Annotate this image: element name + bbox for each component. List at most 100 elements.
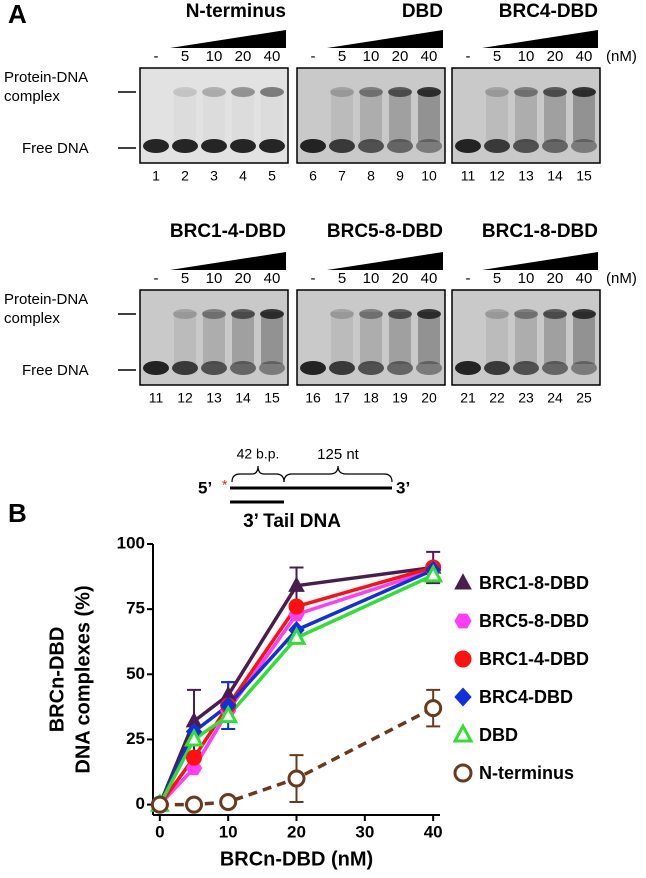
complex-band xyxy=(173,87,197,97)
wedge xyxy=(170,252,286,270)
concentration: - xyxy=(311,48,316,65)
concentration: 20 xyxy=(547,270,564,287)
x-tick-label: 30 xyxy=(355,822,374,841)
free-band xyxy=(387,361,413,375)
free-band xyxy=(201,139,227,153)
gel-title: N-terminus xyxy=(186,1,286,22)
complex-band xyxy=(330,87,354,97)
free-band xyxy=(172,361,198,375)
y-tick-label: 50 xyxy=(126,664,145,683)
concentration: - xyxy=(154,48,159,65)
y-tick-label: 25 xyxy=(126,729,145,748)
marker xyxy=(150,795,169,814)
concentration: 40 xyxy=(576,48,593,65)
lane-number: 13 xyxy=(206,390,222,406)
smear xyxy=(389,90,411,142)
diagram-title: 3’ Tail DNA xyxy=(243,511,341,532)
unit: (nM) xyxy=(606,270,637,287)
concentration: 40 xyxy=(264,270,281,287)
concentration: 10 xyxy=(363,48,380,65)
free-band xyxy=(329,139,355,153)
band-label: Free DNA xyxy=(22,140,89,157)
concentration: 10 xyxy=(518,48,535,65)
wedge xyxy=(482,252,598,270)
free-band xyxy=(143,361,169,375)
concentration: 10 xyxy=(363,270,380,287)
free-band xyxy=(387,139,413,153)
free-band xyxy=(358,361,384,375)
smear xyxy=(261,90,283,142)
complex-band xyxy=(485,87,509,97)
legend-label: BRC5-8-DBD xyxy=(479,611,589,631)
smear xyxy=(203,90,225,142)
smear xyxy=(418,312,440,364)
gel-title: DBD xyxy=(402,1,443,22)
complex-band xyxy=(572,87,596,97)
band-label: complex xyxy=(4,310,60,327)
free-band xyxy=(230,361,256,375)
complex-band xyxy=(514,309,538,319)
lane-number: 7 xyxy=(338,168,346,184)
legend-marker xyxy=(454,687,472,707)
legend-marker xyxy=(454,573,472,590)
wedge xyxy=(170,30,286,48)
lane-number: 17 xyxy=(334,390,350,406)
complex-band xyxy=(202,87,226,97)
free-band xyxy=(416,361,442,375)
wedge xyxy=(327,30,443,48)
length-label: 42 b.p. xyxy=(237,446,280,462)
smear xyxy=(331,90,353,142)
complex-band xyxy=(417,309,441,319)
complex-band xyxy=(388,87,412,97)
legend-label: BRC1-8-DBD xyxy=(479,573,589,593)
lane-number: 4 xyxy=(239,168,247,184)
free-band xyxy=(259,139,285,153)
concentration: 5 xyxy=(493,48,501,65)
complex-band xyxy=(173,309,197,319)
free-band xyxy=(259,361,285,375)
free-band xyxy=(571,361,597,375)
free-band xyxy=(416,139,442,153)
lane-number: 14 xyxy=(235,390,251,406)
legend-marker xyxy=(453,763,473,783)
lane-number: 10 xyxy=(421,168,437,184)
free-band xyxy=(329,361,355,375)
legend-label: N-terminus xyxy=(479,763,574,783)
lane-number: 11 xyxy=(461,168,476,184)
legend-marker xyxy=(454,613,472,629)
x-tick-label: 10 xyxy=(219,822,238,841)
smear xyxy=(261,312,283,364)
concentration: 5 xyxy=(181,48,189,65)
five-prime: 5’ xyxy=(198,478,212,497)
x-tick-label: 20 xyxy=(287,822,306,841)
gel-title: BRC1-4-DBD xyxy=(170,221,286,242)
legend-marker xyxy=(452,723,474,743)
complex-band xyxy=(543,87,567,97)
concentration: 10 xyxy=(518,270,535,287)
smear xyxy=(573,90,595,142)
free-band xyxy=(542,361,568,375)
concentration: - xyxy=(154,270,159,287)
complex-band xyxy=(359,309,383,319)
lane-number: 11 xyxy=(149,390,164,406)
lane-number: 6 xyxy=(309,168,317,184)
band-label: Free DNA xyxy=(22,362,89,379)
gel-title: BRC5-8-DBD xyxy=(327,221,443,242)
concentration: 5 xyxy=(338,270,346,287)
wedge xyxy=(482,30,598,48)
smear xyxy=(174,312,196,364)
smear xyxy=(174,90,196,142)
legend-label: BRC4-DBD xyxy=(479,687,573,707)
free-band xyxy=(455,139,481,153)
wedge xyxy=(327,252,443,270)
lane-number: 16 xyxy=(305,390,321,406)
free-band xyxy=(143,139,169,153)
band-label: complex xyxy=(4,88,60,105)
free-band xyxy=(300,361,326,375)
three-prime: 3’ xyxy=(396,478,410,497)
free-band xyxy=(484,139,510,153)
smear xyxy=(515,90,537,142)
concentration: 10 xyxy=(206,270,223,287)
smear xyxy=(360,90,382,142)
